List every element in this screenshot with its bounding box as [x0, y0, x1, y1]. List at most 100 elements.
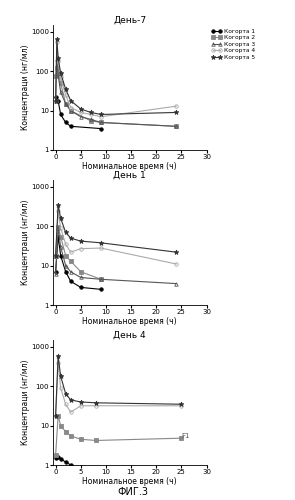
Когорта 1 [64, 268, 68, 274]
Когорта 2 [79, 268, 83, 274]
Когорта 3 [64, 262, 68, 268]
Когорта 2 [64, 252, 68, 258]
Когорта 1 [59, 456, 63, 462]
Когорта 2 [69, 433, 73, 439]
Когорта 3 [79, 274, 83, 280]
Line: Когорта 5: Когорта 5 [53, 37, 179, 117]
Когорта 2 [94, 438, 98, 444]
Когорта 5 [89, 110, 93, 116]
Text: F1: F1 [181, 433, 190, 439]
Line: Когорта 1: Когорта 1 [54, 235, 103, 291]
Когорта 3 [64, 100, 68, 106]
Title: День 1: День 1 [113, 170, 146, 179]
Y-axis label: Концентраци (нг/мл): Концентраци (нг/мл) [21, 200, 30, 285]
Когорта 4 [79, 110, 83, 116]
Legend: Когорта 1, Когорта 2, Когорта 3, Когорта 4, Когорта 5: Когорта 1, Когорта 2, Когорта 3, Когорта… [211, 28, 255, 60]
Когорта 2 [69, 108, 73, 114]
Line: Когорта 3: Когорта 3 [54, 226, 178, 286]
Когорта 4 [99, 114, 103, 119]
Когорта 5 [180, 401, 183, 407]
Line: Когорта 4: Когорта 4 [54, 361, 183, 418]
Line: Когорта 3: Когорта 3 [54, 58, 178, 128]
Когорта 5 [79, 399, 83, 405]
Когорта 2 [56, 412, 60, 418]
Когорта 4 [56, 360, 60, 366]
Когорта 2 [69, 258, 73, 264]
Line: Когорта 5: Когорта 5 [53, 353, 184, 418]
Когорта 1 [56, 98, 60, 103]
Text: ФИГ.3: ФИГ.3 [117, 487, 148, 497]
Когорта 5 [79, 238, 83, 244]
Когорта 3 [69, 268, 73, 274]
Когорта 4 [79, 246, 83, 252]
Когорта 4 [99, 245, 103, 251]
Когорта 2 [59, 80, 63, 86]
Когорта 2 [54, 73, 58, 79]
Когорта 1 [54, 268, 58, 274]
Когорта 5 [175, 110, 178, 116]
Когорта 2 [59, 422, 63, 428]
Когорта 4 [64, 241, 68, 247]
Когорта 5 [69, 98, 73, 103]
Когорта 1 [79, 464, 83, 470]
Когорта 3 [54, 98, 58, 103]
Когорта 5 [59, 373, 63, 379]
Когорта 4 [175, 103, 178, 109]
Когорта 3 [99, 276, 103, 282]
Когорта 1 [69, 278, 73, 284]
Когорта 5 [79, 106, 83, 112]
Line: Когорта 5: Когорта 5 [53, 202, 179, 258]
Когорта 5 [64, 390, 68, 396]
Когорта 1 [69, 124, 73, 130]
Когорта 3 [175, 124, 178, 130]
Когорта 5 [54, 252, 58, 258]
Когорта 1 [54, 455, 58, 461]
Когорта 2 [54, 252, 58, 258]
Когорта 5 [59, 216, 63, 222]
Когорта 2 [99, 276, 103, 282]
Когорта 4 [54, 252, 58, 258]
Line: Когорта 4: Когорта 4 [54, 209, 178, 266]
Когорта 4 [55, 39, 59, 45]
Когорта 3 [59, 244, 63, 250]
Когорта 3 [99, 120, 103, 126]
Когорта 1 [59, 252, 63, 258]
Когорта 2 [64, 428, 68, 434]
Когорта 5 [54, 412, 58, 418]
Когорта 4 [54, 98, 58, 103]
Когорта 2 [64, 100, 68, 106]
Когорта 3 [55, 56, 59, 62]
Когорта 5 [69, 397, 73, 403]
Когорта 2 [180, 435, 183, 441]
Когорта 2 [56, 224, 60, 230]
Когорта 4 [69, 249, 73, 255]
Когорта 1 [59, 112, 63, 117]
Когорта 4 [56, 208, 60, 214]
Когорта 3 [89, 116, 93, 122]
Когорта 1 [56, 234, 60, 239]
Когорта 1 [99, 286, 103, 292]
Когорта 1 [69, 462, 73, 468]
Когорта 1 [79, 284, 83, 290]
Когорта 3 [56, 225, 60, 231]
X-axis label: Номинальное время (ч): Номинальное время (ч) [83, 162, 177, 170]
Когорта 1 [99, 126, 103, 132]
Когорта 1 [64, 459, 68, 465]
Когорта 5 [56, 202, 60, 208]
Когорта 5 [99, 112, 103, 117]
Когорта 4 [180, 403, 183, 409]
Когорта 5 [64, 86, 68, 92]
Когорта 4 [59, 225, 63, 231]
Когорта 4 [59, 385, 63, 391]
Когорта 5 [55, 36, 59, 43]
Когорта 1 [56, 454, 60, 460]
Когорта 3 [69, 108, 73, 114]
Когорта 3 [79, 114, 83, 119]
Когорта 1 [64, 120, 68, 126]
Когорта 4 [56, 58, 60, 64]
Когорта 4 [59, 74, 63, 80]
X-axis label: Номинальное время (ч): Номинальное время (ч) [83, 476, 177, 486]
Когорта 5 [69, 235, 73, 241]
Y-axis label: Концентраци (нг/мл): Концентраци (нг/мл) [21, 360, 30, 445]
Когорта 2 [89, 118, 93, 124]
